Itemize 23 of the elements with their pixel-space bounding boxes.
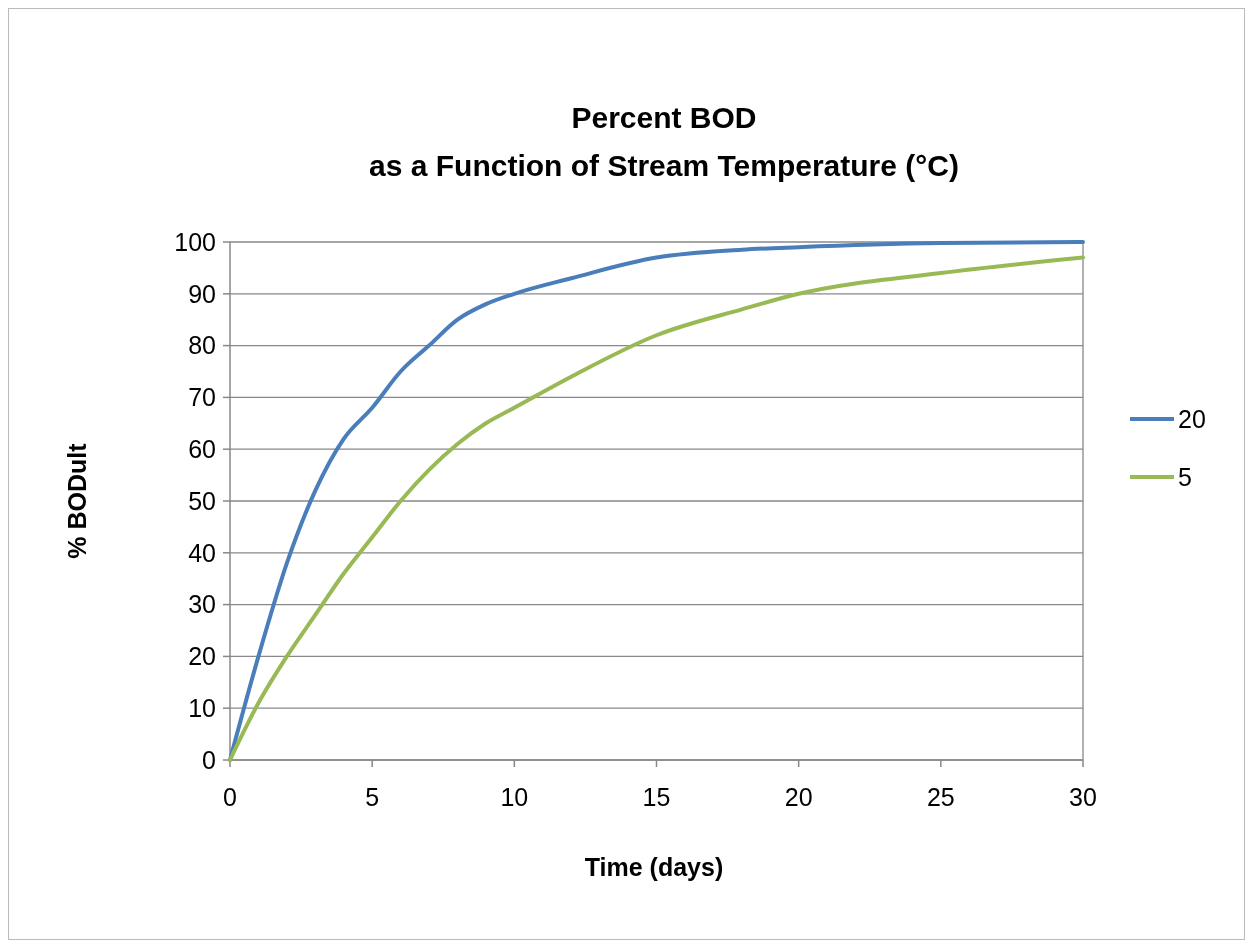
x-tick-label: 15	[642, 783, 671, 811]
x-tick-label: 25	[926, 783, 955, 811]
legend-label: 5	[1178, 462, 1192, 491]
x-tick-label: 20	[784, 783, 813, 811]
chart-title: Percent BOD as a Function of Stream Temperature (°C)	[369, 101, 959, 182]
x-tick-label: 5	[365, 783, 380, 811]
y-tick-label: 20	[188, 642, 216, 671]
y-tick-label: 10	[188, 693, 216, 722]
y-tick-label: 100	[174, 227, 216, 256]
y-tick-label: 80	[188, 331, 216, 360]
x-tick-label: 30	[1069, 783, 1097, 811]
y-tick-label: 60	[188, 434, 216, 463]
x-tick-label: 10	[500, 783, 529, 811]
legend-label: 20	[1178, 404, 1206, 433]
y-tick-label: 0	[202, 745, 216, 774]
y-tick-label: 40	[188, 538, 216, 567]
y-axis-title: % BODult	[63, 442, 91, 559]
y-tick-label: 90	[188, 279, 216, 308]
x-axis-title: Time (days)	[584, 853, 724, 881]
x-tick-label: 0	[223, 783, 237, 811]
y-tick-label: 70	[188, 383, 216, 412]
y-tick-label: 30	[188, 590, 216, 619]
y-tick-label: 50	[188, 486, 216, 515]
